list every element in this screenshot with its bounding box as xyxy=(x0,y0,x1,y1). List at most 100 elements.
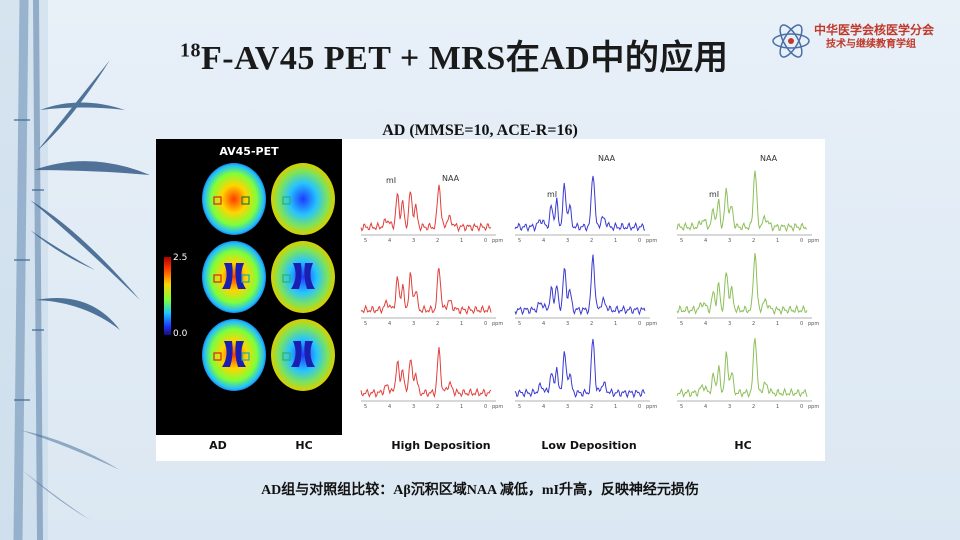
axis-tick-label: 3 xyxy=(728,321,731,327)
axis-tick-label: 3 xyxy=(566,404,569,410)
axis-tick-label: 5 xyxy=(518,404,521,410)
axis-tick-label: 2 xyxy=(752,321,755,327)
roi-box-hc-3 xyxy=(282,352,291,361)
axis-unit-label: ppm xyxy=(492,404,503,410)
axis-tick-label: 2 xyxy=(590,404,593,410)
axis-unit-label: ppm xyxy=(646,238,657,244)
axis-tick-label: 4 xyxy=(704,238,707,244)
roi-box-hc-1 xyxy=(282,196,291,205)
axis-tick-label: 5 xyxy=(364,238,367,244)
colorbar-min-label: 0.0 xyxy=(173,329,188,339)
axis-tick-label: 1 xyxy=(776,321,779,327)
axis-unit-label: ppm xyxy=(646,404,657,410)
title-text: F-AV45 PET + MRS在AD中的应用 xyxy=(201,40,729,77)
spectrum-line-high-3 xyxy=(360,346,492,399)
axis-tick-label: 1 xyxy=(614,238,617,244)
spectrum-line-high-1 xyxy=(360,184,492,233)
brain-slice-ad-1 xyxy=(202,163,266,235)
axis-tick-label: 5 xyxy=(680,404,683,410)
axis-tick-label: 4 xyxy=(388,238,391,244)
society-name: 中华医学会核医学分会 xyxy=(814,23,935,37)
spectrum-line-hc-3 xyxy=(676,338,808,399)
axis-tick-label: 0 xyxy=(484,404,487,410)
spectrum-line-low-2 xyxy=(514,254,646,316)
pet-image-panel: AV45-PET 2.5 0.0 xyxy=(156,139,342,435)
spectrum-high-2: 5 4 3 2 1 0 ppm xyxy=(360,268,503,327)
axis-tick-label: 1 xyxy=(460,238,463,244)
roi-box-ad-right-2 xyxy=(241,274,250,283)
axis-tick-label: 2 xyxy=(590,321,593,327)
brain-slice-hc-2 xyxy=(271,241,335,313)
axis-tick-label: 5 xyxy=(518,238,521,244)
axis-tick-label: 4 xyxy=(388,321,391,327)
axis-tick-label: 3 xyxy=(412,321,415,327)
bamboo-decoration xyxy=(0,0,150,540)
axis-tick-label: 5 xyxy=(680,321,683,327)
spectrum-line-high-2 xyxy=(360,268,492,316)
axis-tick-label: 5 xyxy=(680,238,683,244)
brain-slice-ad-3 xyxy=(202,319,266,391)
colorbar-max-label: 2.5 xyxy=(173,253,188,263)
axis-tick-label: 0 xyxy=(800,238,803,244)
axis-tick-label: 5 xyxy=(364,321,367,327)
axis-tick-label: 3 xyxy=(412,238,415,244)
axis-tick-label: 2 xyxy=(752,238,755,244)
axis-tick-label: 4 xyxy=(542,404,545,410)
axis-tick-label: 2 xyxy=(436,238,439,244)
axis-tick-label: 4 xyxy=(704,321,707,327)
axis-unit-label: ppm xyxy=(646,321,657,327)
brain-slice-ad-2 xyxy=(202,241,266,313)
axis-tick-label: 3 xyxy=(566,238,569,244)
axis-unit-label: ppm xyxy=(808,321,819,327)
ventricle-hc-3 xyxy=(291,341,315,367)
axis-tick-label: 0 xyxy=(638,321,641,327)
peak-label-mi: mI xyxy=(547,190,557,199)
axis-tick-label: 2 xyxy=(436,321,439,327)
axis-tick-label: 0 xyxy=(638,238,641,244)
spectrum-line-hc-1 xyxy=(676,170,808,233)
spectrum-high-3: 5 4 3 2 1 0 ppm xyxy=(360,346,503,410)
axis-tick-label: 3 xyxy=(728,238,731,244)
brain-slice-hc-1 xyxy=(271,163,335,235)
axis-unit-label: ppm xyxy=(492,238,503,244)
roi-box-ad-right-3 xyxy=(241,352,250,361)
ventricle-ad-3 xyxy=(222,341,246,367)
figure-panel: AV45-PET 2.5 0.0 AD HC 5 4 3 2 1 0 ppm mI NAA 5 4 3… xyxy=(156,139,825,461)
roi-box-ad-2 xyxy=(213,274,222,283)
axis-tick-label: 3 xyxy=(728,404,731,410)
title-superscript: 18 xyxy=(180,39,201,62)
axis-unit-label: ppm xyxy=(808,238,819,244)
spectrum-line-hc-2 xyxy=(676,253,808,316)
axis-tick-label: 1 xyxy=(460,404,463,410)
axis-tick-label: 0 xyxy=(800,404,803,410)
peak-label-naa: NAA xyxy=(442,174,460,183)
roi-box-ad-right-1 xyxy=(241,196,250,205)
axis-tick-label: 0 xyxy=(484,321,487,327)
spectrum-hc-2: 5 4 3 2 1 0 ppm xyxy=(676,253,819,327)
peak-label-naa: NAA xyxy=(760,154,778,163)
society-logo-block: 中华医学会核医学分会 技术与继续教育学组 xyxy=(770,20,955,60)
roi-box-hc-2 xyxy=(282,274,291,283)
spectrum-high-1: 5 4 3 2 1 0 ppm mI NAA xyxy=(360,174,503,244)
roi-box-ad-1 xyxy=(213,196,222,205)
spectra-caption-high: High Deposition xyxy=(391,439,491,452)
axis-tick-label: 5 xyxy=(518,321,521,327)
axis-tick-label: 2 xyxy=(752,404,755,410)
society-logo-icon xyxy=(772,24,810,58)
ventricle-hc-2 xyxy=(291,263,315,289)
pet-panel-title: AV45-PET xyxy=(219,145,279,158)
spectrum-line-low-3 xyxy=(514,338,646,399)
axis-tick-label: 2 xyxy=(436,404,439,410)
axis-tick-label: 1 xyxy=(776,238,779,244)
axis-tick-label: 0 xyxy=(800,321,803,327)
roi-box-ad-3 xyxy=(213,352,222,361)
spectrum-low-2: 5 4 3 2 1 0 ppm xyxy=(514,254,657,327)
spectrum-line-low-1 xyxy=(514,175,646,233)
patient-subtitle: AD (MMSE=10, ACE-R=16) xyxy=(382,122,578,139)
spectra-caption-hc: HC xyxy=(734,439,752,452)
peak-label-naa: NAA xyxy=(598,154,616,163)
pet-caption-hc: HC xyxy=(295,439,313,452)
peak-label-mi: mI xyxy=(709,190,719,199)
ventricle-ad-2 xyxy=(222,263,246,289)
axis-tick-label: 4 xyxy=(388,404,391,410)
